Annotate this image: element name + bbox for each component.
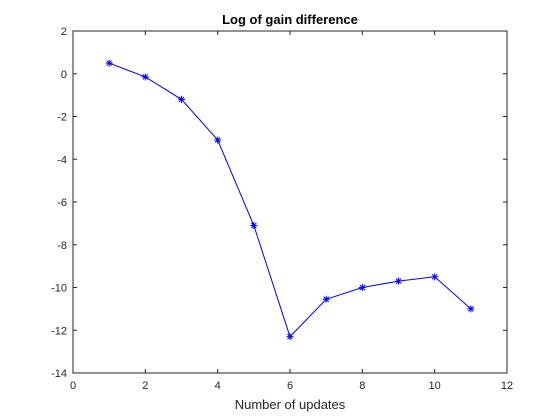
- y-tick-label: -8: [57, 240, 67, 252]
- y-tick-label: -14: [51, 368, 67, 380]
- x-tick-label: 8: [359, 380, 365, 392]
- y-tick-label: -6: [57, 197, 67, 209]
- x-axis-label: Number of updates: [235, 397, 346, 412]
- series-layer: [105, 59, 475, 341]
- data-point: [178, 95, 185, 103]
- data-point: [431, 273, 439, 281]
- y-tick-label: 2: [61, 26, 67, 38]
- x-axis: 0 2 4 6 8 10 12: [70, 31, 513, 392]
- data-point: [141, 73, 149, 81]
- x-tick-label: 2: [142, 380, 148, 392]
- chart-title: Log of gain difference: [222, 12, 358, 27]
- x-tick-label: 12: [501, 380, 513, 392]
- y-tick-label: -12: [51, 325, 67, 337]
- data-point: [105, 59, 113, 67]
- x-tick-label: 6: [287, 380, 293, 392]
- y-tick-label: -4: [57, 154, 67, 166]
- x-tick-label: 10: [429, 380, 441, 392]
- data-point: [322, 295, 330, 303]
- x-tick-label: 4: [215, 380, 221, 392]
- data-point: [286, 333, 294, 341]
- x-tick-label: 0: [70, 380, 76, 392]
- data-point: [395, 277, 402, 285]
- data-point: [467, 305, 475, 313]
- y-tick-label: -2: [57, 112, 67, 124]
- data-point: [214, 136, 222, 144]
- y-tick-label: -10: [51, 283, 67, 295]
- y-tick-label: 0: [61, 69, 67, 81]
- data-point: [358, 284, 366, 291]
- y-axis: 2 0 -2 -4 -6 -8 -10 -12 -14: [51, 26, 507, 380]
- plot-area: [72, 30, 508, 374]
- data-point: [250, 222, 258, 230]
